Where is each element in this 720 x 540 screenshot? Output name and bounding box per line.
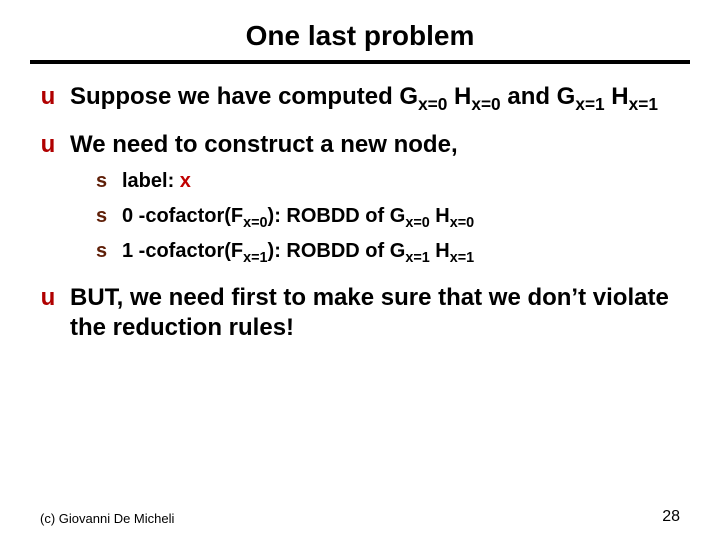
bullet-glyph-l1: u: [40, 82, 56, 112]
bullet-level-2: s label: x: [96, 168, 680, 195]
bullet-text: We need to construct a new node,: [70, 130, 680, 160]
footer-copyright: (c) Giovanni De Micheli: [40, 511, 174, 526]
bullet-level-2: s 1 -cofactor(Fx=1): ROBDD of Gx=1 Hx=1: [96, 238, 680, 265]
slide: One last problem u Suppose we have comput…: [0, 0, 720, 540]
bullet-glyph-l2: s: [96, 203, 108, 230]
bullet-glyph-l1: u: [40, 130, 56, 160]
bullet-text: 1 -cofactor(Fx=1): ROBDD of Gx=1 Hx=1: [122, 238, 680, 265]
bullet-level-1: uBUT, we need first to make sure that we…: [40, 283, 680, 343]
bullet-level-2: s 0 -cofactor(Fx=0): ROBDD of Gx=0 Hx=0: [96, 203, 680, 230]
accent-text: x: [180, 170, 191, 192]
page-number: 28: [662, 508, 680, 526]
slide-title: One last problem: [0, 0, 720, 60]
bullet-text: 0 -cofactor(Fx=0): ROBDD of Gx=0 Hx=0: [122, 203, 680, 230]
bullet-text: label: x: [122, 168, 680, 195]
title-rule: [30, 60, 690, 64]
bullet-glyph-l2: s: [96, 238, 108, 265]
bullet-text: Suppose we have computed Gx=0 Hx=0 and G…: [70, 82, 680, 112]
bullet-text: BUT, we need first to make sure that we …: [70, 283, 680, 343]
slide-body: u Suppose we have computed Gx=0 Hx=0 and …: [0, 82, 720, 343]
bullet-glyph-l2: s: [96, 168, 108, 195]
bullet-level-1: u Suppose we have computed Gx=0 Hx=0 and …: [40, 82, 680, 112]
bullet-glyph-l1: u: [40, 283, 56, 343]
bullet-level-1: u We need to construct a new node,: [40, 130, 680, 160]
